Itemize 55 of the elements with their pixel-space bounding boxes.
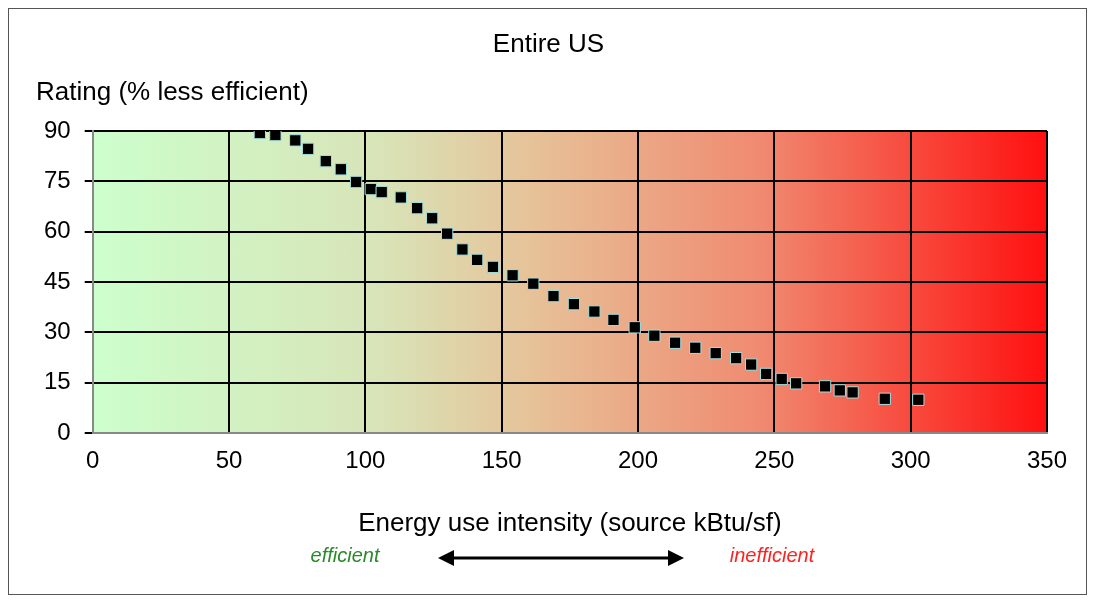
point [648,329,661,342]
y-tick-label: 30 [43,316,71,344]
y-tick-label: 0 [57,417,71,445]
point [790,377,803,390]
point [334,163,347,176]
point [588,305,601,318]
point [846,386,859,399]
point [775,372,788,386]
point [289,134,302,147]
y-tick-label: 45 [43,266,71,294]
point [527,277,540,290]
point [833,384,846,397]
y-tick-label: 60 [43,216,71,244]
point [411,202,424,215]
point [628,321,641,334]
point [912,393,925,406]
y-tick-label: 75 [43,165,71,193]
x-tick-label: 0 [86,446,100,474]
point [375,185,388,199]
x-tick-label: 200 [617,446,659,474]
point [426,212,439,225]
point [709,346,722,360]
point [760,367,773,381]
x-tick-label: 100 [345,446,386,474]
point [668,336,682,349]
point [567,297,581,311]
point [818,380,832,393]
x-tick-label: 50 [215,446,243,474]
chart-title: Entire US [491,28,606,59]
text: efficient [310,544,380,567]
text: inefficient [729,544,815,567]
point [349,175,363,189]
point [745,358,758,371]
y-axis-title: Rating (% less efficient) [36,76,309,107]
point [440,227,454,240]
point [547,289,560,303]
x-tick-label: 350 [1026,446,1068,474]
y-tick-label: 15 [43,367,71,395]
x-tick-label: 250 [754,446,795,474]
point [319,155,332,168]
point [301,142,315,155]
point [607,313,620,327]
x-tick-label: 150 [481,446,522,474]
point [506,269,519,282]
point [394,191,407,204]
point [878,392,891,405]
y-tick-label: 90 [43,115,71,143]
x-axis-title: Energy use intensity (source kBtu/sf) [358,506,782,537]
point [470,253,484,267]
x-tick-label: 300 [890,446,931,474]
point [269,131,282,142]
point [456,243,469,256]
point [689,341,702,354]
point [486,260,500,274]
point [730,352,743,365]
